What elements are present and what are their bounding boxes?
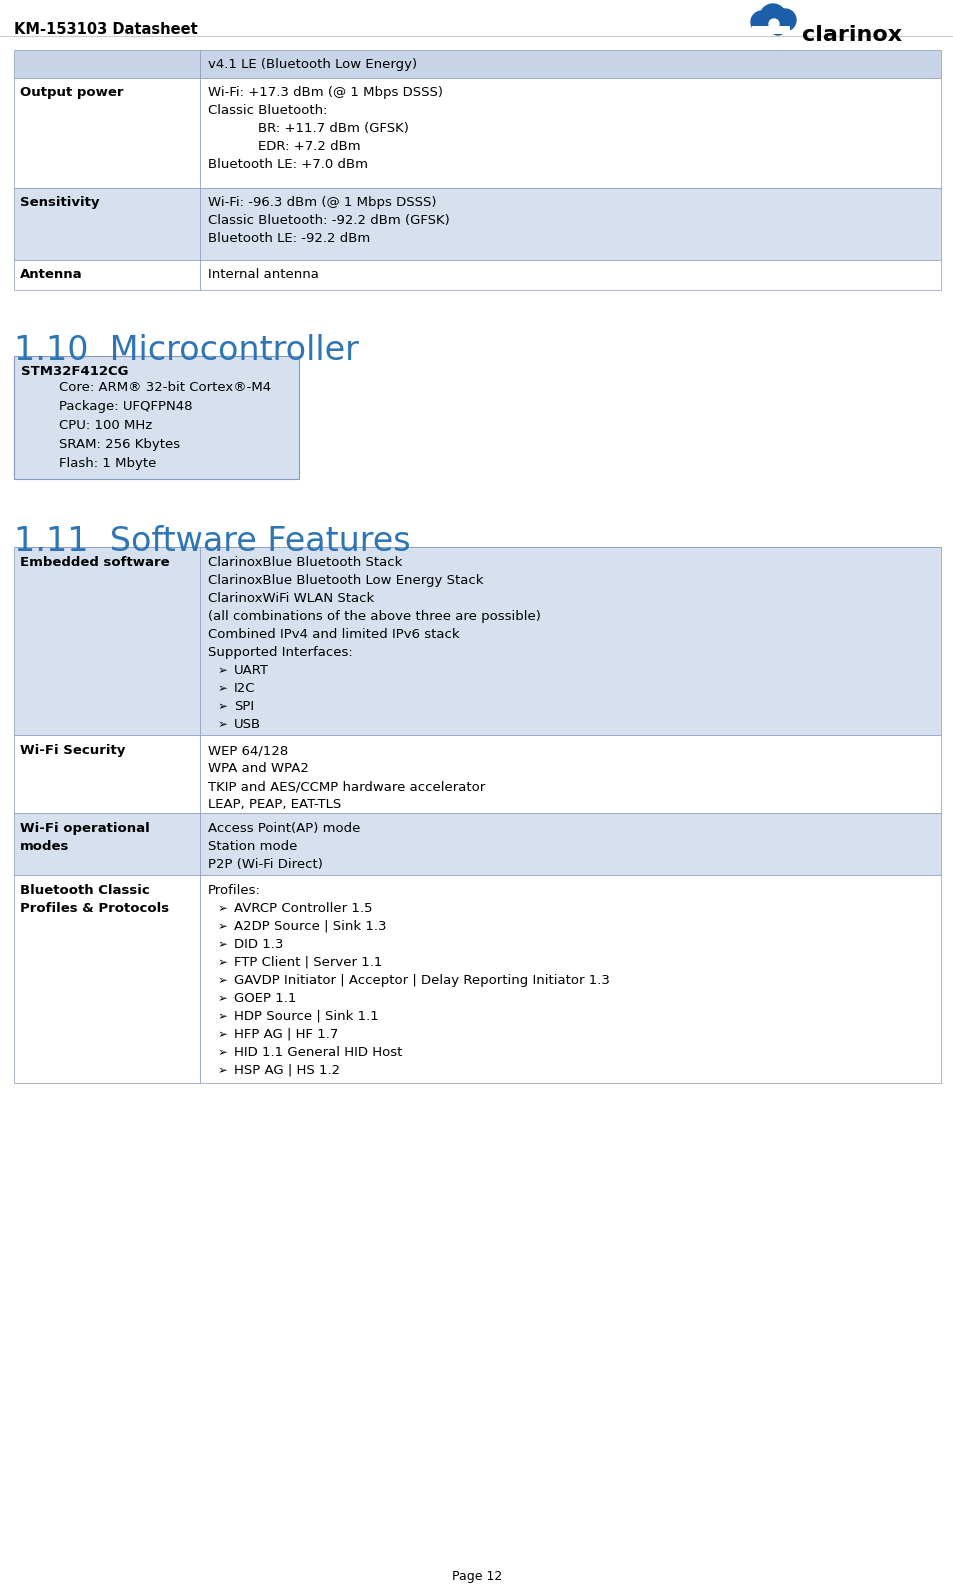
Bar	[14, 78, 200, 188]
Text: WPA and WPA2: WPA and WPA2	[208, 762, 309, 775]
Text: ➢: ➢	[218, 1028, 228, 1041]
Text: (all combinations of the above three are possible): (all combinations of the above three are…	[208, 610, 540, 623]
Text: KM-153103 Datasheet: KM-153103 Datasheet	[14, 22, 197, 36]
Circle shape	[773, 10, 795, 32]
Text: Combined IPv4 and limited IPv6 stack: Combined IPv4 and limited IPv6 stack	[208, 627, 459, 642]
Bar	[200, 78, 940, 188]
Text: USB: USB	[233, 718, 261, 730]
Text: ClarinoxBlue Bluetooth Stack: ClarinoxBlue Bluetooth Stack	[208, 556, 402, 569]
Text: ClarinoxWiFi WLAN Stack: ClarinoxWiFi WLAN Stack	[208, 592, 374, 605]
Text: LEAP, PEAP, EAT-TLS: LEAP, PEAP, EAT-TLS	[208, 798, 341, 811]
Text: v4.1 LE (Bluetooth Low Energy): v4.1 LE (Bluetooth Low Energy)	[208, 59, 416, 71]
Circle shape	[760, 5, 785, 30]
Text: DID 1.3: DID 1.3	[233, 938, 283, 950]
Text: ➢: ➢	[218, 683, 228, 695]
Text: 1.10  Microcontroller: 1.10 Microcontroller	[14, 334, 358, 367]
Text: A2DP Source | Sink 1.3: A2DP Source | Sink 1.3	[233, 920, 386, 933]
Bar	[200, 51, 940, 78]
Text: Wi-Fi: +17.3 dBm (@ 1 Mbps DSSS): Wi-Fi: +17.3 dBm (@ 1 Mbps DSSS)	[208, 86, 442, 98]
Bar	[14, 813, 200, 874]
Text: Classic Bluetooth: -92.2 dBm (GFSK): Classic Bluetooth: -92.2 dBm (GFSK)	[208, 214, 449, 227]
Text: EDR: +7.2 dBm: EDR: +7.2 dBm	[257, 139, 360, 154]
Text: AVRCP Controller 1.5: AVRCP Controller 1.5	[233, 901, 372, 916]
Text: Access Point(AP) mode: Access Point(AP) mode	[208, 822, 360, 835]
Text: ➢: ➢	[218, 664, 228, 676]
Text: Classic Bluetooth:: Classic Bluetooth:	[208, 105, 327, 117]
Circle shape	[769, 19, 785, 35]
Text: GAVDP Initiator | Acceptor | Delay Reporting Initiator 1.3: GAVDP Initiator | Acceptor | Delay Repor…	[233, 974, 609, 987]
Text: Bluetooth LE: +7.0 dBm: Bluetooth LE: +7.0 dBm	[208, 158, 368, 171]
Text: SRAM: 256 Kbytes: SRAM: 256 Kbytes	[59, 439, 180, 451]
Text: STM32F412CG: STM32F412CG	[21, 364, 129, 379]
Bar	[14, 356, 298, 478]
Text: ➢: ➢	[218, 957, 228, 969]
Bar	[14, 188, 200, 260]
Text: SPI: SPI	[233, 700, 253, 713]
Text: Antenna: Antenna	[20, 268, 83, 280]
Text: Flash: 1 Mbyte: Flash: 1 Mbyte	[59, 458, 156, 470]
Text: Core: ARM® 32-bit Cortex®-M4: Core: ARM® 32-bit Cortex®-M4	[59, 382, 271, 394]
Text: Wi-Fi operational: Wi-Fi operational	[20, 822, 150, 835]
Text: ➢: ➢	[218, 1045, 228, 1060]
Text: Internal antenna: Internal antenna	[208, 268, 318, 280]
Text: 1.11  Software Features: 1.11 Software Features	[14, 524, 410, 558]
Text: Station mode: Station mode	[208, 840, 297, 854]
Text: UART: UART	[233, 664, 269, 676]
Text: Bluetooth LE: -92.2 dBm: Bluetooth LE: -92.2 dBm	[208, 231, 370, 246]
Text: ➢: ➢	[218, 718, 228, 730]
Text: WEP 64/128: WEP 64/128	[208, 744, 288, 757]
Text: HFP AG | HF 1.7: HFP AG | HF 1.7	[233, 1028, 338, 1041]
Text: ➢: ➢	[218, 974, 228, 987]
Text: HSP AG | HS 1.2: HSP AG | HS 1.2	[233, 1064, 340, 1077]
Bar	[200, 874, 940, 1083]
Bar	[200, 546, 940, 735]
Text: ➢: ➢	[218, 920, 228, 933]
Text: Wi-Fi Security: Wi-Fi Security	[20, 744, 125, 757]
Text: CPU: 100 MHz: CPU: 100 MHz	[59, 420, 152, 432]
Text: ➢: ➢	[218, 1064, 228, 1077]
Text: FTP Client | Server 1.1: FTP Client | Server 1.1	[233, 957, 382, 969]
Text: Profiles & Protocols: Profiles & Protocols	[20, 901, 169, 916]
Text: Page 12: Page 12	[452, 1570, 501, 1582]
Bar	[14, 260, 200, 290]
Bar	[200, 260, 940, 290]
Text: Package: UFQFPN48: Package: UFQFPN48	[59, 401, 193, 413]
Text: ➢: ➢	[218, 700, 228, 713]
Text: I2C: I2C	[233, 683, 255, 695]
Text: Bluetooth Classic: Bluetooth Classic	[20, 884, 150, 897]
Text: Supported Interfaces:: Supported Interfaces:	[208, 646, 353, 659]
Bar	[200, 813, 940, 874]
Bar	[14, 546, 200, 735]
Text: ➢: ➢	[218, 992, 228, 1004]
Bar	[14, 51, 200, 78]
Bar	[200, 735, 940, 813]
Text: GOEP 1.1: GOEP 1.1	[233, 992, 296, 1004]
Text: Embedded software: Embedded software	[20, 556, 170, 569]
Text: BR: +11.7 dBm (GFSK): BR: +11.7 dBm (GFSK)	[257, 122, 409, 135]
Bar	[200, 188, 940, 260]
Text: Output power: Output power	[20, 86, 123, 98]
Text: HDP Source | Sink 1.1: HDP Source | Sink 1.1	[233, 1011, 378, 1023]
Circle shape	[750, 11, 772, 33]
Text: Profiles:: Profiles:	[208, 884, 260, 897]
Text: HID 1.1 General HID Host: HID 1.1 General HID Host	[233, 1045, 402, 1060]
Text: clarinox: clarinox	[801, 25, 902, 44]
Bar	[751, 25, 789, 33]
Bar	[14, 874, 200, 1083]
Text: P2P (Wi-Fi Direct): P2P (Wi-Fi Direct)	[208, 859, 322, 871]
Text: ClarinoxBlue Bluetooth Low Energy Stack: ClarinoxBlue Bluetooth Low Energy Stack	[208, 573, 483, 588]
Text: Wi-Fi: -96.3 dBm (@ 1 Mbps DSSS): Wi-Fi: -96.3 dBm (@ 1 Mbps DSSS)	[208, 196, 436, 209]
Circle shape	[768, 19, 779, 29]
Text: ➢: ➢	[218, 938, 228, 950]
Text: TKIP and AES/CCMP hardware accelerator: TKIP and AES/CCMP hardware accelerator	[208, 779, 485, 794]
Text: ➢: ➢	[218, 1011, 228, 1023]
Text: Sensitivity: Sensitivity	[20, 196, 99, 209]
Bar	[14, 735, 200, 813]
Text: modes: modes	[20, 840, 70, 854]
Text: ➢: ➢	[218, 901, 228, 916]
